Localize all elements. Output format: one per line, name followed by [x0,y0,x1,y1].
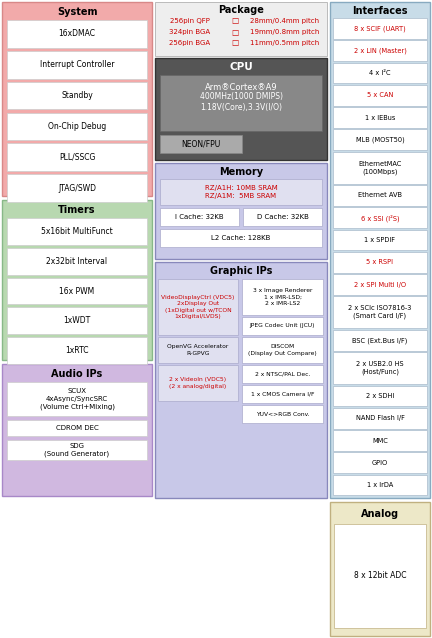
Bar [158,279,238,335]
Text: RZ/A1H: 10MB SRAM
RZ/A1M:  5MB SRAM: RZ/A1H: 10MB SRAM RZ/A1M: 5MB SRAM [205,185,277,199]
Text: □: □ [232,27,238,36]
Bar [242,279,323,315]
Text: Analog: Analog [361,509,399,519]
Text: Interrupt Controller: Interrupt Controller [40,60,114,70]
Bar [7,112,147,140]
Text: System: System [57,7,97,17]
Text: 2 x NTSC/PAL Dec.: 2 x NTSC/PAL Dec. [255,371,310,376]
Text: 5x16bit MultiFunct: 5x16bit MultiFunct [41,227,113,236]
Text: EthernetMAC
(100Mbps): EthernetMAC (100Mbps) [358,161,402,175]
Bar [7,144,147,171]
Text: MMC: MMC [372,438,388,443]
Text: NEON/FPU: NEON/FPU [181,140,221,149]
Text: 6 x SSI (I²S): 6 x SSI (I²S) [361,214,399,221]
Text: Package: Package [218,5,264,15]
Text: 8 x SCIF (UART): 8 x SCIF (UART) [354,25,406,32]
Text: Standby: Standby [61,91,93,100]
Bar [2,2,152,196]
Bar [333,63,427,84]
Bar [242,365,323,383]
Text: 1xRTC: 1xRTC [65,346,89,355]
Text: 19mm/0.8mm pitch: 19mm/0.8mm pitch [250,29,319,35]
Text: BSC (Ext.Bus I/F): BSC (Ext.Bus I/F) [353,337,408,343]
Bar [160,135,242,153]
Bar [7,20,147,48]
Text: Interfaces: Interfaces [352,6,408,16]
Text: VideoDisplayCtrl (VDC5)
2xDisplay Out
(1xDigital out w/TCON
1xDigital/LVDS): VideoDisplayCtrl (VDC5) 2xDisplay Out (1… [161,295,235,319]
Text: 2 x SDHI: 2 x SDHI [366,393,394,399]
Bar [155,58,327,160]
Bar [158,337,238,363]
Text: 2 x VideoIn (VDC5)
(2 x analog/digital): 2 x VideoIn (VDC5) (2 x analog/digital) [169,378,227,389]
Text: 16x PWM: 16x PWM [59,286,95,295]
Bar [160,75,322,131]
Bar [333,274,427,295]
Bar [160,229,322,247]
Text: 1 x IEBus: 1 x IEBus [365,114,395,121]
Bar [333,130,427,150]
Bar [333,385,427,406]
Text: 5 x CAN: 5 x CAN [367,93,393,98]
Bar [158,365,238,401]
Text: JPEG Codec Unit (JCU): JPEG Codec Unit (JCU) [250,323,315,329]
Text: I Cache: 32KB: I Cache: 32KB [175,214,224,220]
Bar [333,185,427,206]
Bar [333,430,427,451]
Bar [333,352,427,384]
Text: 4 x I²C: 4 x I²C [369,70,391,76]
Text: 2 x SPI Multi I/O: 2 x SPI Multi I/O [354,281,406,288]
Bar [7,440,147,460]
Text: 28mm/0.4mm pitch: 28mm/0.4mm pitch [250,18,319,24]
Text: JTAG/SWD: JTAG/SWD [58,184,96,193]
Bar [2,364,152,496]
Text: 3 x Image Renderer
1 x IMR-LSD;
2 x IMR-LS2: 3 x Image Renderer 1 x IMR-LSD; 2 x IMR-… [253,288,312,306]
Text: DISCOM
(Display Out Compare): DISCOM (Display Out Compare) [248,345,317,355]
Text: L2 Cache: 128KB: L2 Cache: 128KB [211,235,271,241]
Text: 256pin QFP: 256pin QFP [170,18,210,24]
Bar [333,252,427,272]
Text: Audio IPs: Audio IPs [51,369,103,379]
Bar [243,208,322,226]
Text: D Cache: 32KB: D Cache: 32KB [257,214,308,220]
Bar [333,85,427,106]
Bar [333,297,427,329]
Text: On-Chip Debug: On-Chip Debug [48,122,106,131]
Bar [334,524,426,628]
Text: PLL/SSCG: PLL/SSCG [59,152,95,162]
Text: 2 x SCIc ISO7816-3
(Smart Card I/F): 2 x SCIc ISO7816-3 (Smart Card I/F) [348,306,412,320]
Text: SDG
(Sound Generator): SDG (Sound Generator) [44,443,110,457]
Text: CPU: CPU [229,62,253,72]
Text: 324pin BGA: 324pin BGA [169,29,210,35]
Text: NAND Flash I/F: NAND Flash I/F [356,415,404,421]
Bar [7,338,147,364]
Bar [242,317,323,335]
Bar [155,2,327,56]
Bar [333,207,427,228]
Text: Arm®Cortex®A9: Arm®Cortex®A9 [205,84,277,93]
Text: 11mm/0.5mm pitch: 11mm/0.5mm pitch [250,40,319,46]
Bar [7,248,147,274]
Text: 2 x USB2.0 HS
(Host/Func): 2 x USB2.0 HS (Host/Func) [356,361,404,375]
Bar [7,308,147,334]
Bar [242,337,323,363]
Text: 2x32bit Interval: 2x32bit Interval [46,256,108,265]
Bar [242,405,323,423]
Text: CDROM DEC: CDROM DEC [56,425,98,431]
Bar [155,163,327,259]
Text: □: □ [232,38,238,47]
Bar [333,230,427,251]
Bar [333,152,427,184]
Text: 1 x SPDIF: 1 x SPDIF [365,237,396,243]
Bar [160,208,239,226]
Text: 2 x LIN (Master): 2 x LIN (Master) [353,47,407,54]
Bar [330,502,430,636]
Bar [7,218,147,245]
Bar [330,2,430,498]
Text: 1xWDT: 1xWDT [64,316,91,325]
Text: 1 x CMOS Camera I/F: 1 x CMOS Camera I/F [251,392,314,396]
Text: 8 x 12bit ADC: 8 x 12bit ADC [354,572,406,581]
Bar [7,82,147,110]
Text: 16xDMAC: 16xDMAC [58,29,95,38]
Text: SCUX
4xAsync/SyncSRC
(Volume Ctrl+Mixing): SCUX 4xAsync/SyncSRC (Volume Ctrl+Mixing… [39,389,114,410]
Bar [7,382,147,416]
